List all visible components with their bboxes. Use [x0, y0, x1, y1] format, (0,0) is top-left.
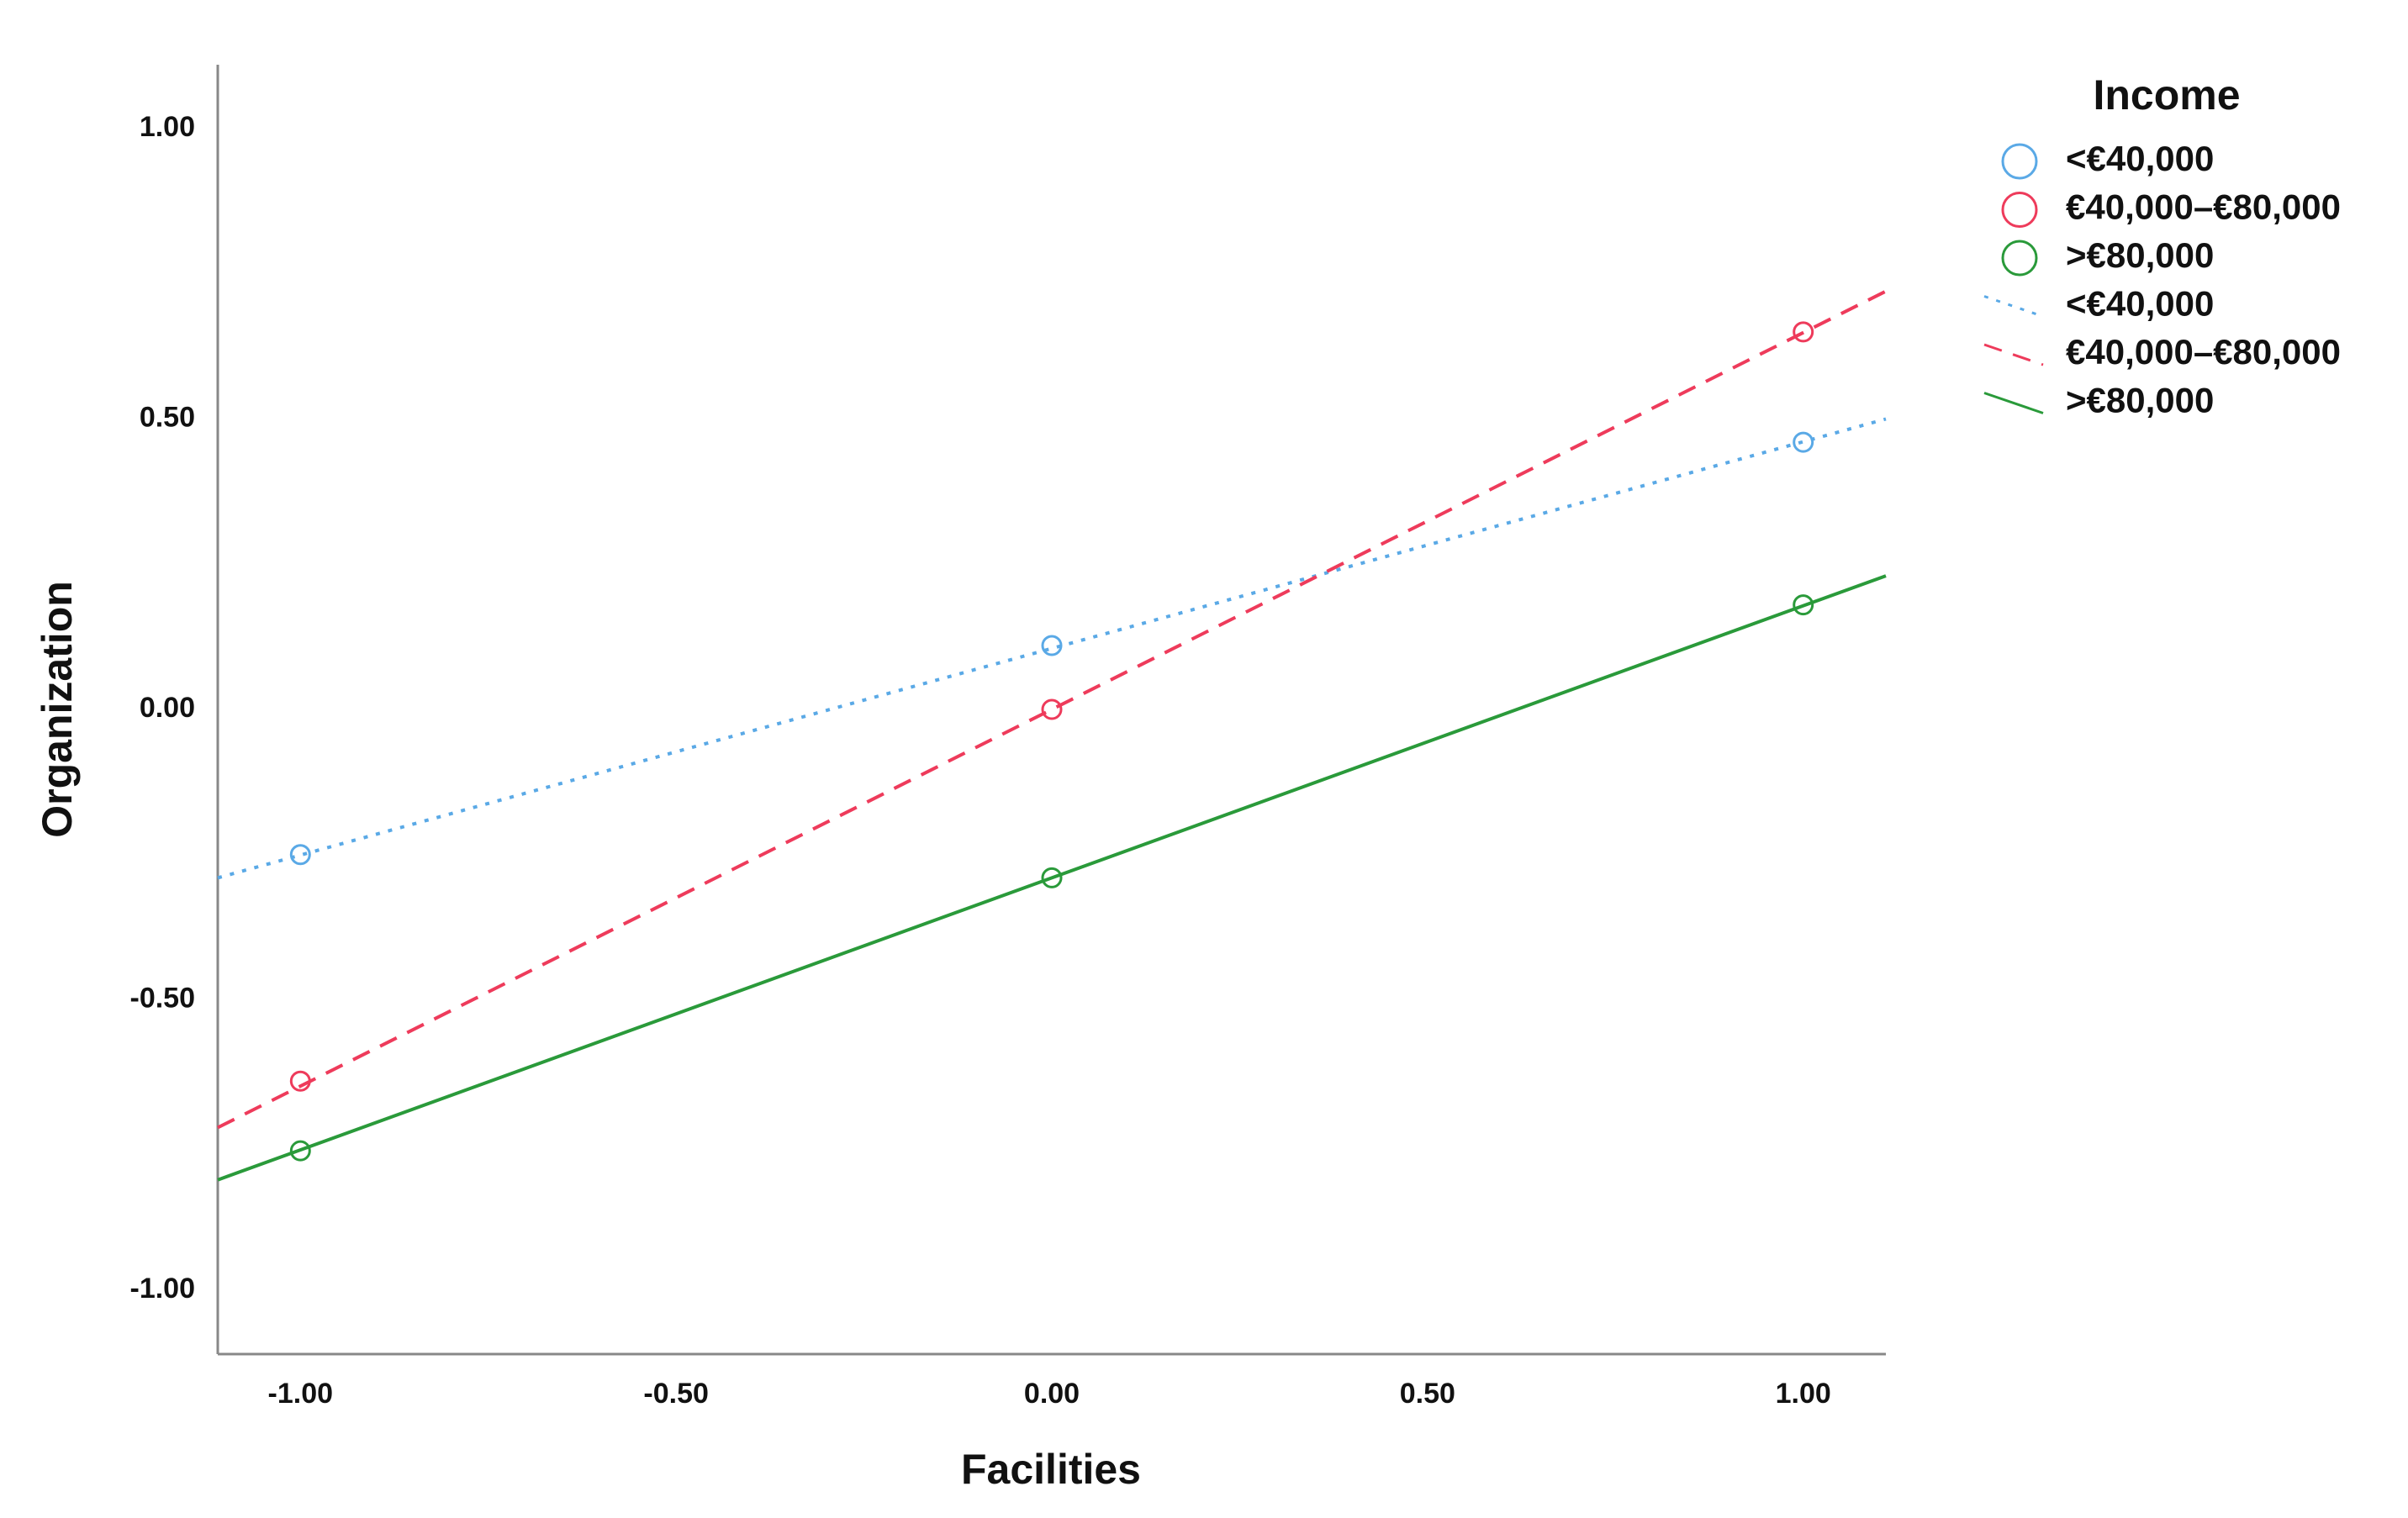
legend-label: <€40,000 — [2066, 139, 2214, 178]
legend-label: €40,000–€80,000 — [2066, 332, 2341, 372]
legend-marker — [2001, 240, 2038, 277]
data-point — [1793, 431, 1814, 453]
legend-marker — [2001, 143, 2038, 180]
x-tick-label: -0.50 — [643, 1378, 709, 1410]
legend-title: Income — [2093, 71, 2240, 119]
data-point — [289, 1070, 311, 1092]
legend-line — [1983, 295, 2044, 318]
data-point — [1041, 867, 1063, 888]
y-axis-title: Organization — [34, 581, 81, 838]
legend-label: >€80,000 — [2066, 235, 2214, 275]
legend-marker — [2001, 192, 2038, 228]
fit-line — [217, 574, 1887, 1182]
legend-label: >€80,000 — [2066, 381, 2214, 420]
y-tick-label: -1.00 — [130, 1273, 196, 1305]
x-tick-label: 0.50 — [1400, 1378, 1455, 1410]
fit-line — [217, 289, 1887, 1130]
y-tick-label: 0.00 — [140, 692, 195, 724]
x-axis-title: Facilities — [961, 1446, 1141, 1493]
legend-line — [1983, 343, 2044, 366]
fit-line — [217, 417, 1887, 880]
legend-line — [1983, 392, 2044, 414]
y-tick-label: 0.50 — [140, 401, 195, 433]
data-point — [1041, 698, 1063, 720]
x-tick-label: 1.00 — [1776, 1378, 1831, 1410]
legend-label: <€40,000 — [2066, 284, 2214, 324]
y-tick-label: 1.00 — [140, 111, 195, 143]
x-tick-label: 0.00 — [1024, 1378, 1080, 1410]
data-point — [1793, 594, 1814, 616]
data-point — [289, 1140, 311, 1162]
x-tick-label: -1.00 — [268, 1378, 334, 1410]
data-point — [1041, 635, 1063, 656]
data-point — [289, 844, 311, 866]
y-tick-label: -0.50 — [130, 982, 196, 1014]
data-point — [1793, 321, 1814, 343]
legend-label: €40,000–€80,000 — [2066, 187, 2341, 227]
